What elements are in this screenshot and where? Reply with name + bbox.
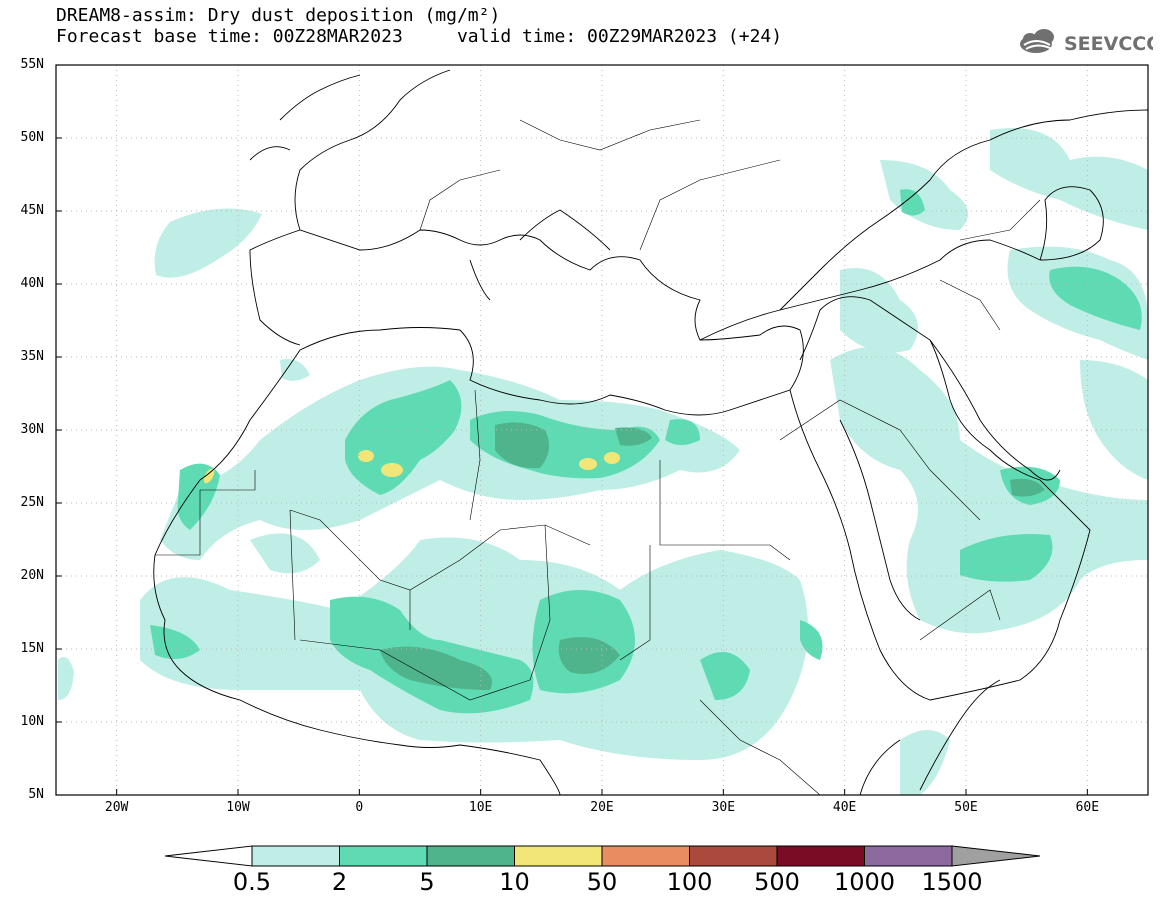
coastlines: [153, 69, 1148, 795]
colorbar-swatch: [251, 845, 340, 867]
lat-label: 15N: [20, 641, 44, 656]
lon-label: 10W: [226, 800, 250, 815]
colorbar-tick-label: 1000: [833, 868, 896, 896]
colorbar-swatch: [864, 845, 953, 867]
lon-label: 30E: [711, 800, 736, 815]
colorbar-swatch: [689, 845, 778, 867]
colorbar-tick-label: 2: [331, 868, 348, 896]
lat-label: 5N: [28, 787, 44, 802]
colorbar-swatch: [601, 845, 690, 867]
forecast-times: Forecast base time: 00Z28MAR2023 valid t…: [56, 26, 783, 47]
colorbar-tick-label: 5: [419, 868, 435, 896]
axis-ticks: [56, 64, 1088, 796]
dust-level-0.5: [58, 128, 1148, 795]
cloud-icon: [1020, 29, 1054, 53]
lon-label: 20W: [104, 800, 129, 815]
lon-label: 0: [355, 800, 364, 815]
colorbar-tick-label: 100: [666, 868, 713, 896]
lat-label: 10N: [20, 714, 44, 729]
lat-label: 25N: [20, 495, 44, 510]
lon-label: 10E: [468, 800, 493, 815]
colorbar-swatch: [426, 845, 515, 867]
colorbar-under-arrow: [164, 845, 253, 867]
dust-field: [56, 65, 1148, 795]
lon-label: 20E: [590, 800, 614, 815]
logo-text: SEEVCCC: [1064, 33, 1153, 55]
lon-label: 40E: [832, 800, 857, 815]
colorbar-tick-label: 50: [586, 868, 618, 896]
lat-label: 40N: [20, 276, 44, 291]
colorbar: [164, 845, 1041, 867]
lat-label: 45N: [20, 203, 44, 218]
colorbar-tick-label: 1500: [921, 868, 983, 896]
colorbar-tick-label: 0.5: [232, 868, 272, 896]
colorbar-swatch: [776, 845, 865, 867]
country-borders: [155, 119, 1041, 795]
colorbar-tick-label: 500: [754, 868, 800, 896]
dust-map: [55, 64, 1149, 796]
lat-label: 35N: [20, 349, 44, 364]
seevccc-logo: SEEVCCC: [1020, 29, 1153, 55]
lat-label: 55N: [20, 57, 44, 72]
dust-level-5: [380, 422, 1045, 690]
graticule: [56, 65, 1148, 795]
chart-title: DREAM8-assim: Dry dust deposition (mg/m²…: [56, 5, 501, 26]
lon-label: 50E: [954, 800, 978, 815]
colorbar-swatch: [514, 845, 603, 867]
colorbar-swatch: [339, 845, 428, 867]
lat-label: 50N: [20, 130, 44, 145]
lon-label: 60E: [1075, 800, 1100, 815]
colorbar-over-arrow: [951, 845, 1041, 867]
dust-level-10: [203, 450, 620, 484]
lat-label: 20N: [20, 568, 44, 583]
colorbar-tick-label: 10: [499, 868, 530, 896]
lat-label: 30N: [20, 422, 44, 437]
